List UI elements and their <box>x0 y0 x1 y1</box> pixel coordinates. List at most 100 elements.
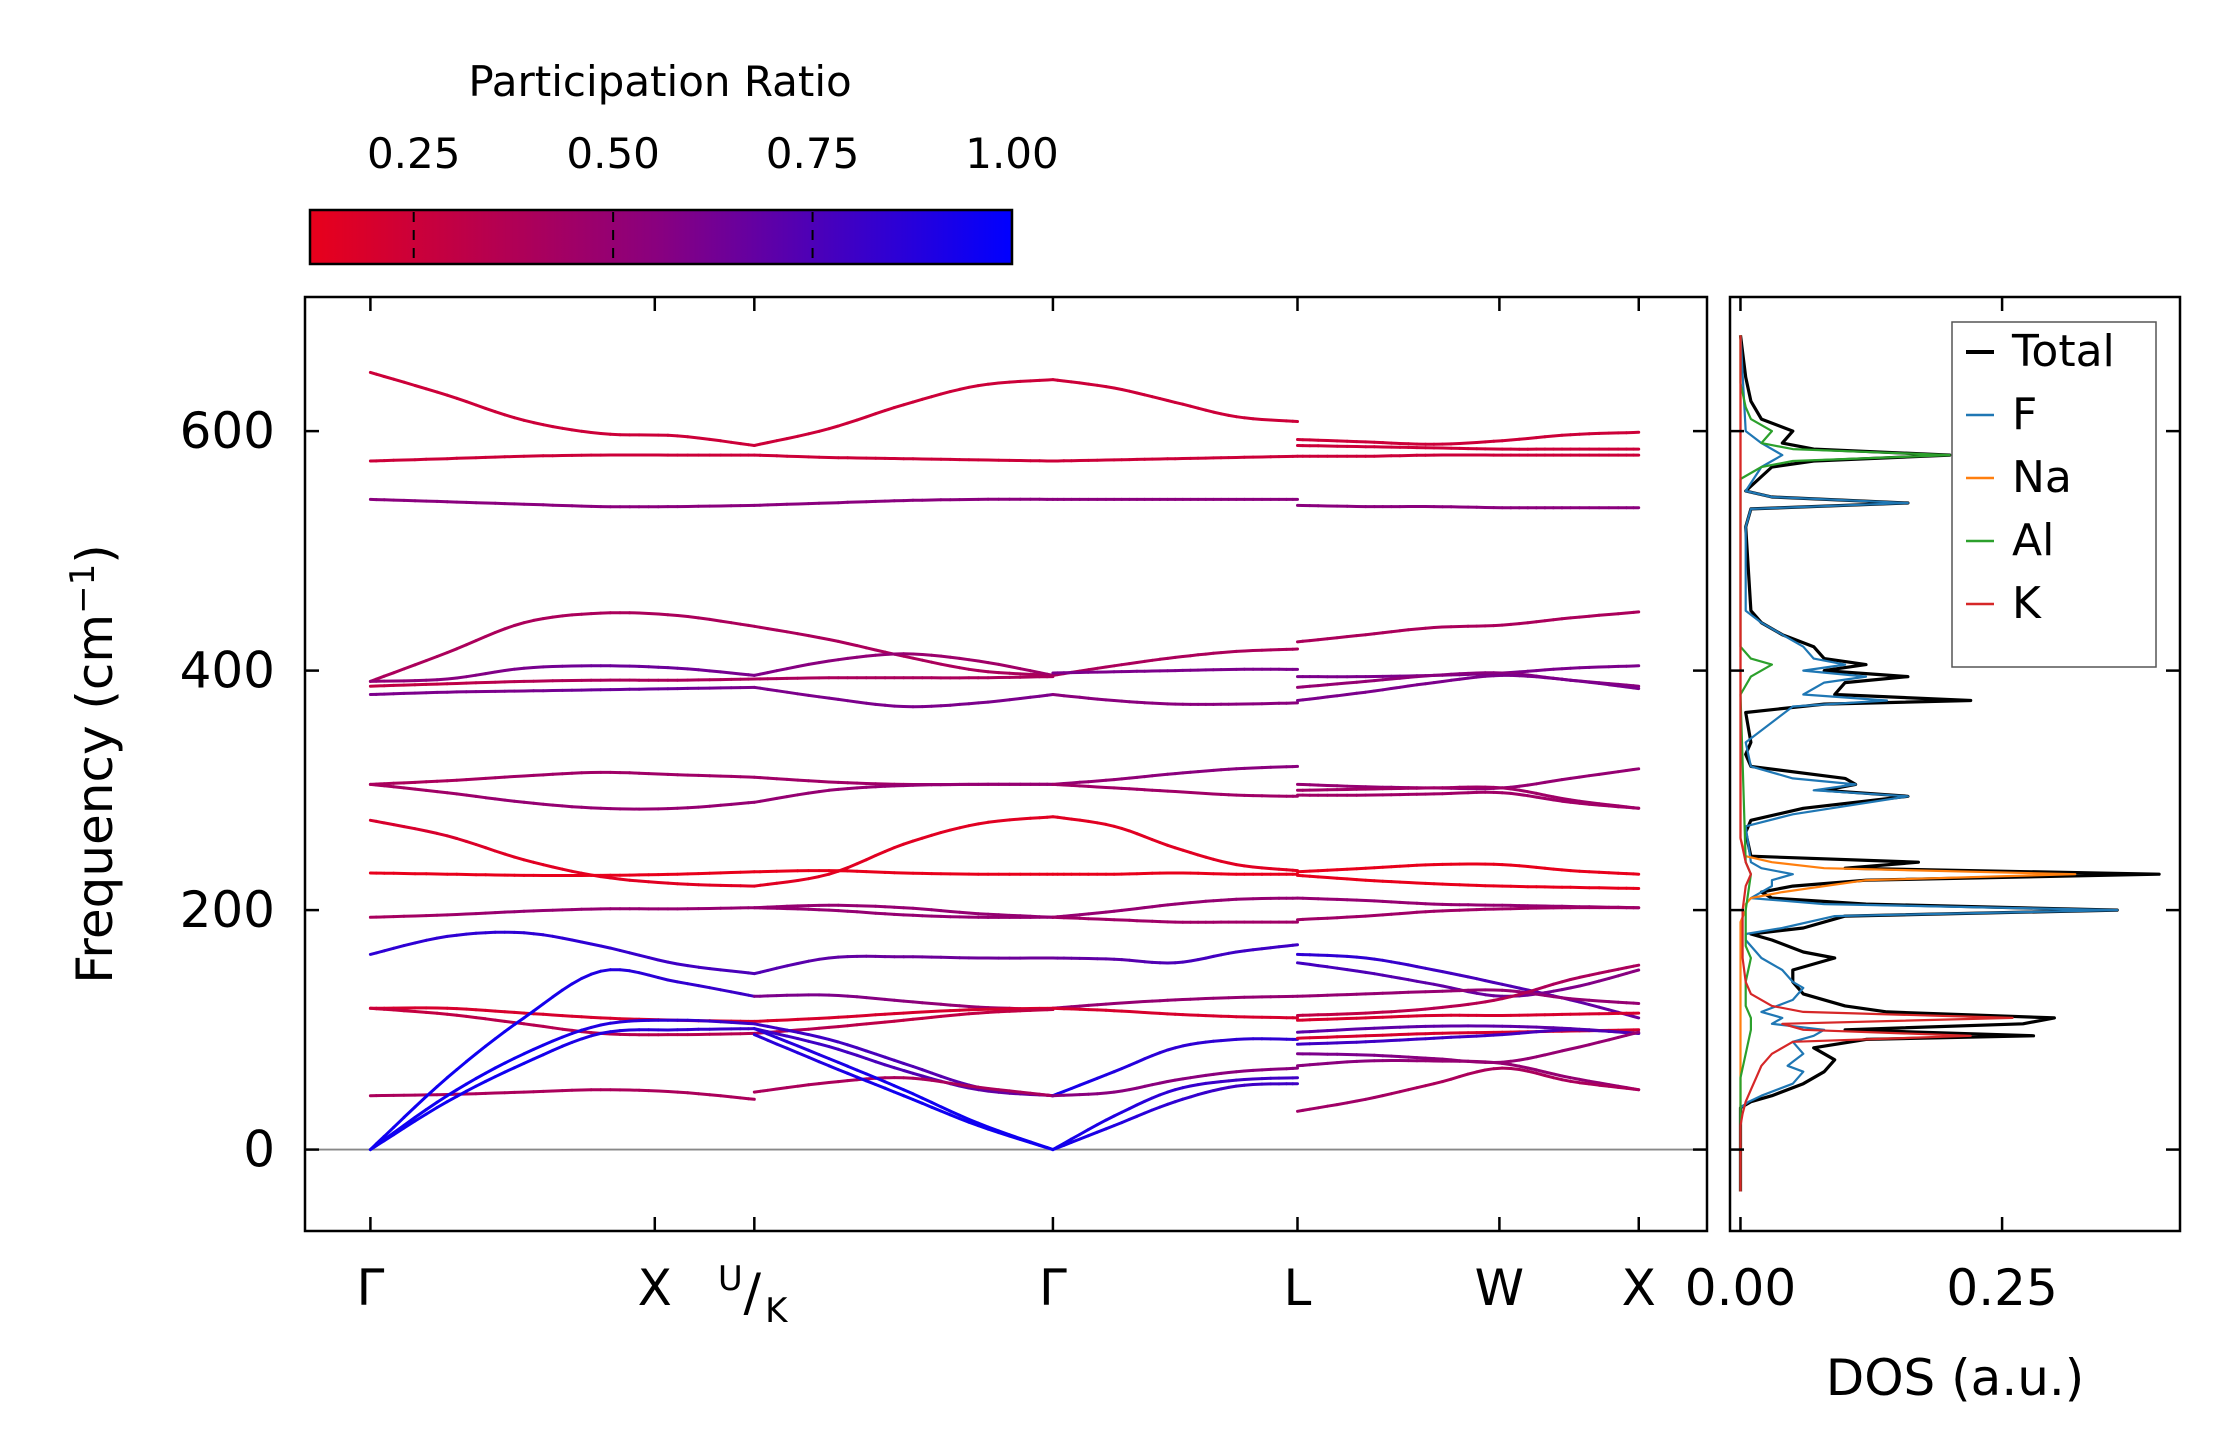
band-line-segment <box>445 1012 459 1017</box>
band-line-segment <box>874 653 887 657</box>
band-line-segment <box>1018 672 1032 676</box>
band-line-segment <box>541 1012 555 1017</box>
band-line-segment <box>939 1074 952 1081</box>
band-line-segment <box>560 982 574 992</box>
band-line-segment <box>948 702 962 707</box>
band-line-segment <box>920 1101 934 1109</box>
band-line-segment <box>424 1100 439 1112</box>
band-line-segment <box>599 1030 612 1035</box>
band-line-segment <box>484 796 497 801</box>
colorbar: Participation Ratio 0.25 0.50 0.75 1.00 <box>308 57 1059 266</box>
band-line-segment <box>719 1020 733 1024</box>
band-line-segment <box>1578 998 1591 1002</box>
band-line-segment <box>1607 871 1620 875</box>
band-line-segment <box>1569 615 1581 620</box>
band-line-segment <box>1078 1134 1090 1141</box>
band-line-segment <box>930 1009 943 1013</box>
band-line-segment <box>807 1082 821 1087</box>
band-line-segment <box>1587 1040 1601 1047</box>
band-line-segment <box>697 804 712 809</box>
band-line-segment <box>836 697 850 703</box>
band-line-segment <box>939 1105 952 1113</box>
band-line-segment <box>1607 804 1620 809</box>
band-line-segment <box>883 846 896 853</box>
band-line-segment <box>1008 697 1022 702</box>
band-line-segment <box>484 631 497 638</box>
band-line-segment <box>435 1100 449 1109</box>
band-line-segment <box>512 1016 526 1027</box>
legend-label: K <box>2012 578 2042 629</box>
band-line-segment <box>855 1022 868 1027</box>
band-line-segment <box>1597 613 1611 617</box>
band-line-segment <box>807 875 821 881</box>
band-line-segment <box>708 967 723 972</box>
band-line-segment <box>920 1096 934 1104</box>
band-line-segment <box>493 849 507 856</box>
band-line-segment <box>846 642 859 648</box>
band-line-segment <box>392 377 406 384</box>
band-line-segment <box>676 980 690 986</box>
band-line-segment <box>445 647 459 655</box>
band-line-segment <box>676 614 690 618</box>
band-line-segment <box>785 690 800 696</box>
band-line-segment <box>474 403 488 410</box>
band-line-segment <box>656 958 670 964</box>
band-line-segment <box>775 904 789 909</box>
band-line-segment <box>493 410 507 417</box>
band-line-segment <box>967 658 980 663</box>
dos-x-tick-label: 0.00 <box>1685 1259 1796 1317</box>
band-line-segment <box>464 400 478 407</box>
band-line-segment <box>986 381 1001 386</box>
band-line-segment <box>532 860 545 867</box>
band-line-segment <box>920 1077 934 1082</box>
band-line-segment <box>424 788 439 794</box>
band-line-segment <box>864 996 878 1000</box>
band-x-ticks: Γ X U / K Γ L W X <box>356 297 1656 1331</box>
band-line-segment <box>976 1088 990 1093</box>
band-line-segment <box>1587 971 1601 977</box>
band-line-segment <box>930 831 943 837</box>
band-line-segment <box>836 421 850 428</box>
band-line-segment <box>807 790 821 795</box>
band-line-segment <box>1607 1000 1620 1004</box>
band-line-segment <box>392 785 406 790</box>
band-line-segment <box>402 1009 417 1013</box>
band-segment <box>368 370 756 1152</box>
band-line-segment <box>580 1025 593 1032</box>
band-line-segment <box>986 912 1001 917</box>
band-line-segment <box>836 1015 850 1019</box>
band-line-segment <box>1345 867 1359 871</box>
band-line-segment <box>997 913 1011 917</box>
y-tick-label: 600 <box>180 402 275 460</box>
band-line-segment <box>1345 634 1359 639</box>
band-line-segment <box>986 1127 1001 1135</box>
band-line-segment <box>1569 775 1581 780</box>
band-y-ticks: 0 200 400 600 <box>180 402 1707 1179</box>
band-line-segment <box>1587 870 1601 874</box>
band-line-segment <box>599 432 612 436</box>
band-line-segment <box>911 1010 924 1014</box>
band-line-segment <box>686 1091 700 1096</box>
band-line-segment <box>599 944 612 950</box>
band-line-segment <box>647 612 660 616</box>
band-line-segment <box>541 615 555 621</box>
band-line-segment <box>512 799 526 804</box>
band-line-segment <box>939 703 952 708</box>
band-line-segment <box>1018 667 1032 673</box>
band-line-segment <box>864 1057 878 1064</box>
band-line-segment <box>958 1012 971 1017</box>
band-line-segment <box>1597 999 1611 1004</box>
band-line-segment <box>628 951 641 957</box>
band-line-segment <box>785 879 800 884</box>
band-line-segment <box>392 1126 406 1137</box>
band-line-segment <box>1578 614 1591 619</box>
band-line-segment <box>532 421 545 427</box>
band-line-segment <box>855 644 868 650</box>
band-line-segment <box>560 936 574 942</box>
band-line-segment <box>1578 1081 1591 1086</box>
band-line-segment <box>1597 1029 1611 1033</box>
band-line-segment <box>807 957 821 963</box>
band-line-segment <box>846 1050 859 1057</box>
band-line-segment <box>484 670 497 676</box>
band-line-segment <box>967 384 980 389</box>
